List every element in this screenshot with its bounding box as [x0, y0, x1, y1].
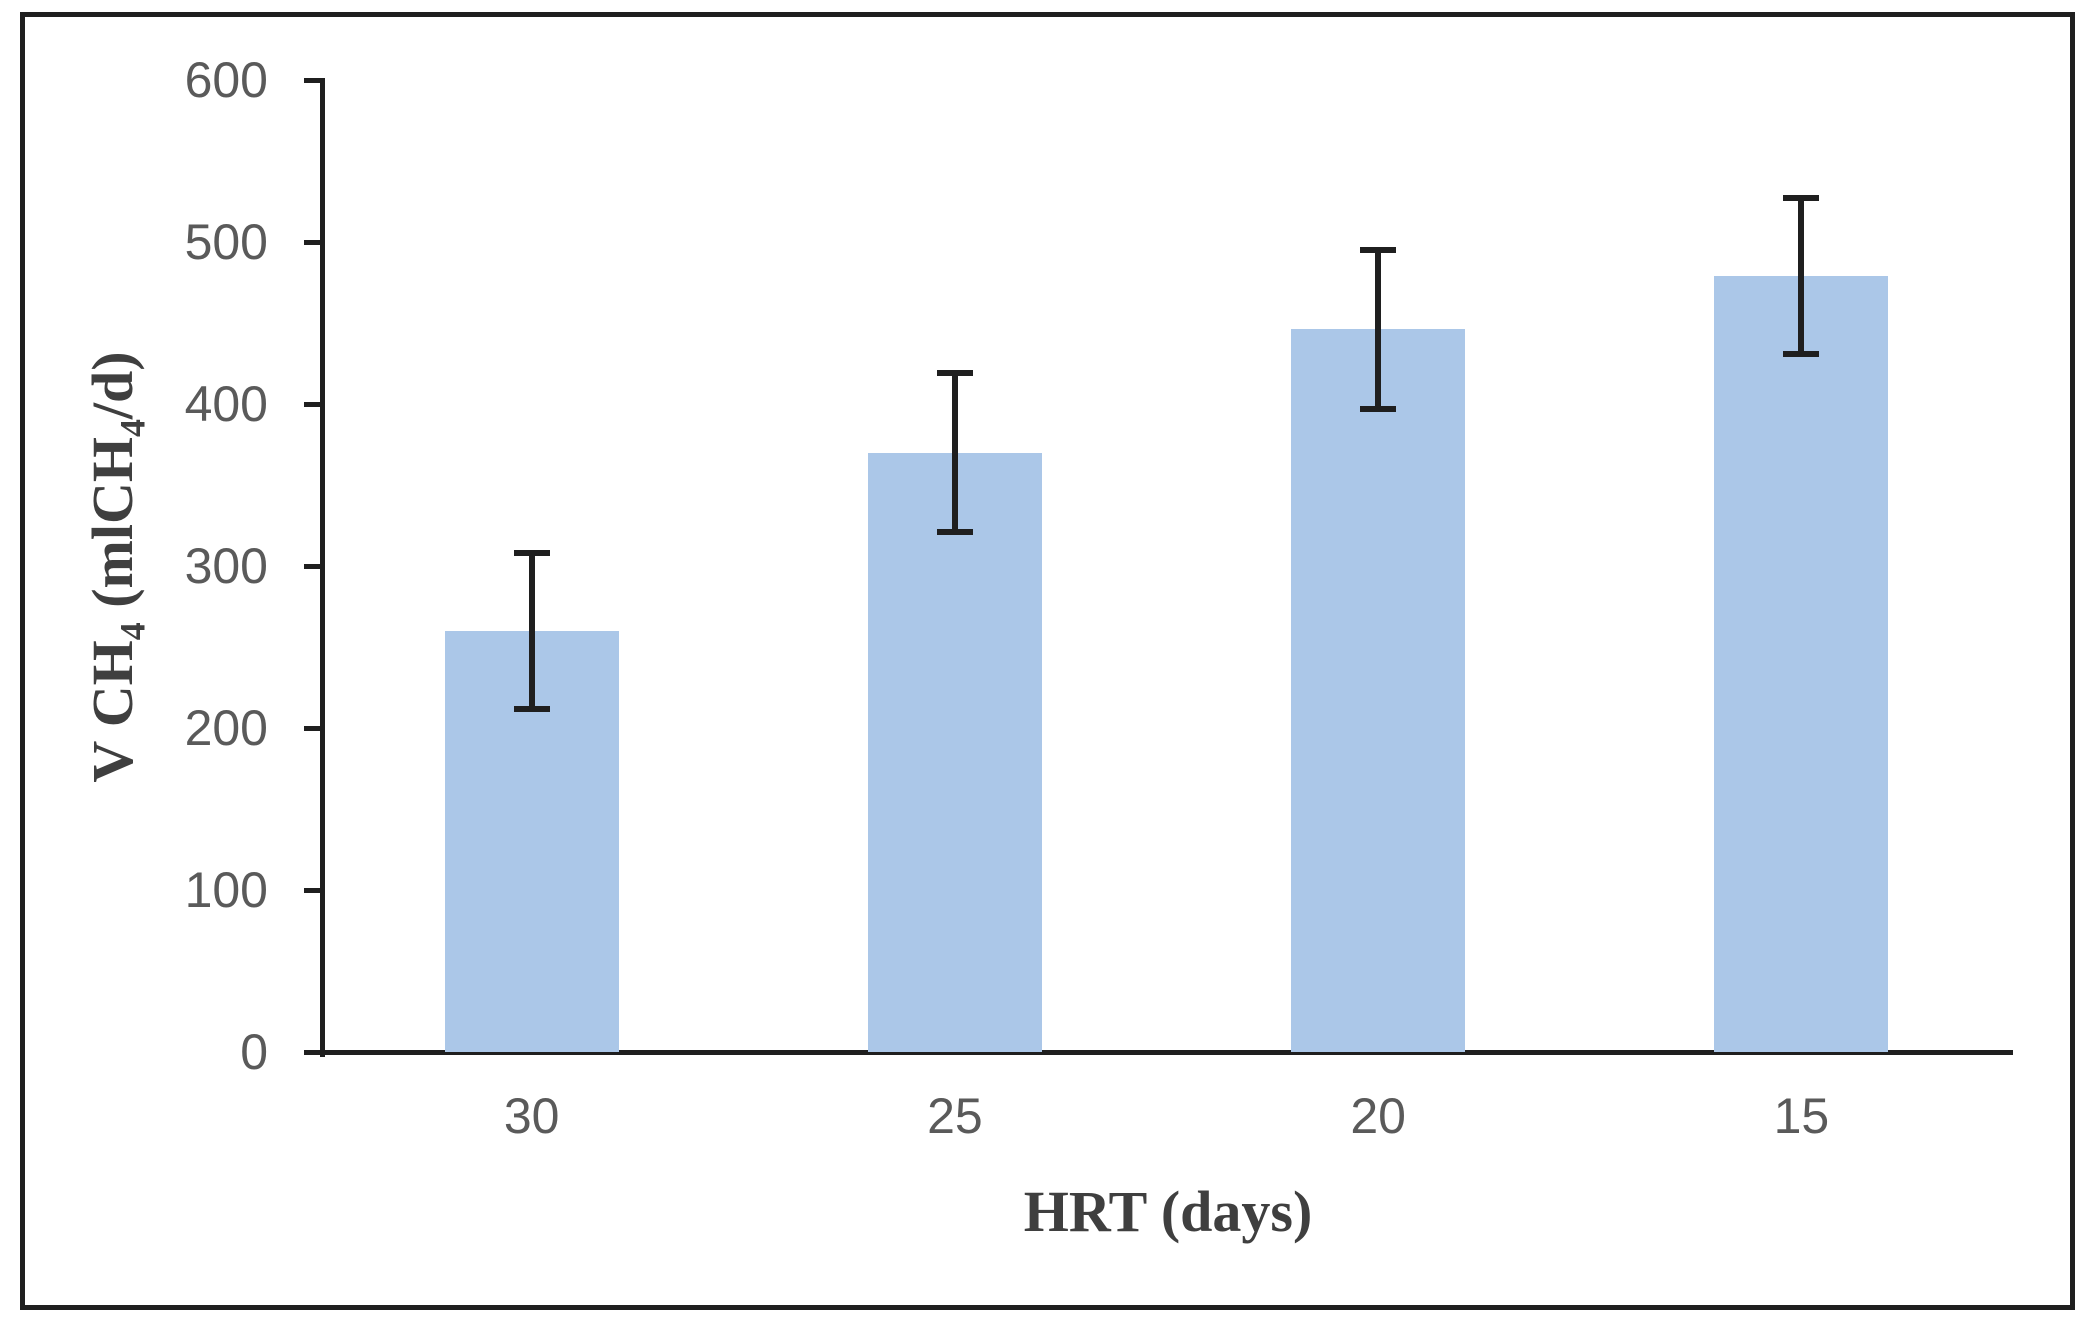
- y-axis-title-subscript: 4: [112, 622, 153, 641]
- bar: [1714, 276, 1889, 1052]
- y-axis-tick: [304, 402, 320, 407]
- x-tick-label: 25: [927, 1088, 983, 1144]
- y-axis-title: V CH4 (mlCH4/d): [77, 67, 153, 1067]
- y-tick-label: 500: [184, 214, 268, 270]
- y-tick-label: 300: [184, 538, 268, 594]
- x-tick-label: 30: [503, 1088, 560, 1144]
- y-axis-tick: [304, 78, 320, 83]
- bar: [867, 452, 1042, 1052]
- y-tick-label: 100: [184, 862, 268, 918]
- y-axis-title-text: V CH: [80, 640, 145, 783]
- y-axis-title-text: /d): [80, 351, 145, 420]
- error-bar-cap-bottom: [1360, 405, 1397, 412]
- error-bar-cap-bottom: [1783, 350, 1820, 357]
- error-bar-cap-top: [513, 550, 550, 557]
- error-bar-cap-top: [936, 370, 973, 377]
- error-bar-cap-top: [1360, 247, 1397, 254]
- x-axis-title: HRT (days): [1023, 1179, 1313, 1244]
- error-bar-line: [951, 373, 958, 532]
- x-tick-label: 15: [1773, 1088, 1830, 1144]
- error-bar-line: [1375, 250, 1382, 409]
- y-tick-label: 600: [184, 52, 268, 108]
- error-bar-cap-bottom: [936, 528, 973, 535]
- x-axis-line: [320, 1050, 2013, 1055]
- y-tick-label: 200: [184, 700, 268, 756]
- y-axis-tick: [304, 888, 320, 893]
- y-axis-tick: [304, 564, 320, 569]
- x-tick-label: 20: [1350, 1088, 1406, 1144]
- y-axis-title-text: (mlCH: [80, 437, 145, 623]
- figure-border: [20, 12, 2075, 1310]
- bar: [1291, 329, 1466, 1052]
- y-tick-label: 400: [184, 376, 268, 432]
- y-axis-tick: [304, 1050, 320, 1055]
- y-axis-tick: [304, 726, 320, 731]
- y-axis-title-subscript: 4: [112, 419, 153, 438]
- y-axis-tick: [304, 240, 320, 245]
- error-bar-cap-top: [1783, 195, 1820, 202]
- y-tick-label: 0: [240, 1024, 268, 1080]
- y-axis-line: [320, 78, 325, 1057]
- error-bar-line: [528, 553, 535, 709]
- error-bar-line: [1798, 198, 1805, 354]
- error-bar-cap-bottom: [513, 705, 550, 712]
